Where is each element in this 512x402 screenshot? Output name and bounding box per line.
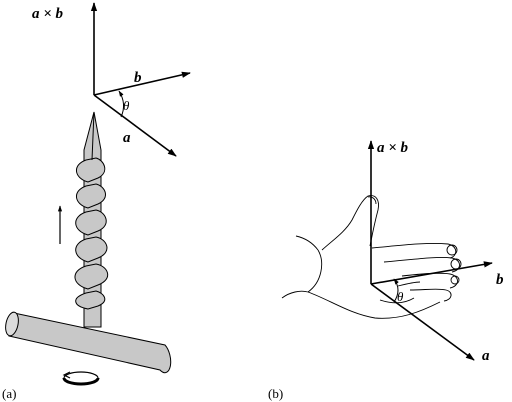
panel-b: a × b b θ a (b): [268, 140, 504, 401]
cylinder-body: [8, 312, 172, 374]
axis-a-a: [93, 94, 177, 157]
hand-drawing: [281, 195, 462, 319]
label-b-a: b: [134, 70, 142, 86]
label-a-b: a: [482, 348, 490, 364]
caption-a: (a): [2, 386, 16, 401]
panel-a: a × b b θ a (a): [2, 2, 191, 401]
screw: [74, 111, 109, 328]
axes-b: [367, 140, 493, 361]
sleeve: [281, 235, 319, 299]
finger-1: [371, 243, 457, 259]
rotation-arrow: [62, 371, 100, 386]
label-axb-a: a × b: [32, 6, 64, 22]
screw-threads: [74, 157, 109, 310]
label-theta-b: θ: [397, 289, 404, 304]
axis-b-a: [93, 71, 191, 96]
theta-arc-b: [393, 278, 399, 303]
thumbnail: [367, 196, 377, 205]
thumb: [321, 195, 379, 251]
axis-a-b: [370, 283, 475, 361]
axis-b-b: [370, 261, 493, 285]
screw-tip-line: [91, 111, 95, 161]
cylinder-end: [5, 311, 19, 337]
finger-4: [409, 288, 452, 302]
label-axb-b: a × b: [377, 140, 409, 156]
palm-lower: [307, 291, 441, 319]
axes-a: [90, 2, 191, 157]
theta-arc-a: [118, 90, 125, 118]
caption-b: (b): [268, 386, 283, 401]
label-theta-a: θ: [123, 98, 130, 113]
label-b-b: b: [496, 272, 504, 288]
finger-3: [401, 272, 458, 289]
label-a-a: a: [123, 130, 131, 146]
cylinder: [5, 311, 172, 374]
wrist: [307, 249, 323, 293]
